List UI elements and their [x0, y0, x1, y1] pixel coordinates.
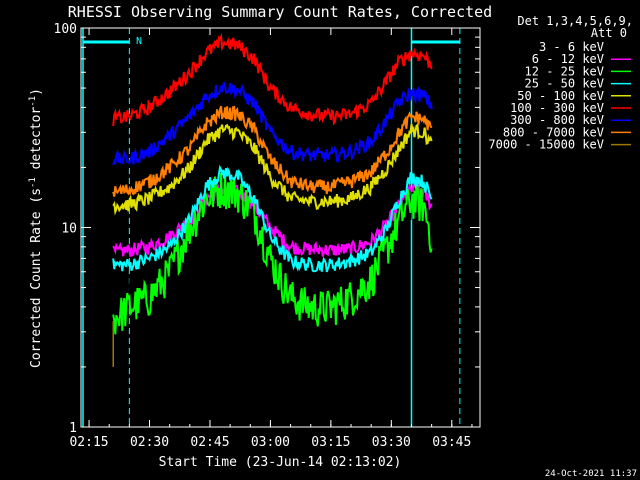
y-axis: 1 10 100: [54, 22, 480, 436]
legend-label: 100 - 300 keV: [510, 101, 604, 115]
y-label-mid: detector: [29, 107, 44, 178]
y-label-sup2: -1: [28, 96, 38, 107]
night-marker-label: N: [136, 36, 142, 47]
y-tick-label: 10: [61, 222, 77, 237]
legend-label: 25 - 50 keV: [525, 77, 604, 91]
y-tick-label: 1: [69, 421, 77, 436]
x-tick-label: 03:00: [251, 435, 290, 450]
series-3-trace: [112, 164, 433, 273]
y-label-end: ): [29, 88, 44, 96]
x-tick-label: 03:30: [372, 435, 411, 450]
legend-label: 300 - 800 keV: [510, 113, 604, 127]
x-tick-label: 02:30: [130, 435, 169, 450]
chart-title: RHESSI Observing Summary Count Rates, Co…: [68, 3, 492, 21]
series-1-trace: [112, 181, 433, 257]
y-tick-label: 100: [54, 22, 77, 37]
legend-detectors: Det 1,3,4,5,6,9,: [517, 14, 633, 28]
y-label-main: Corrected Count Rate (s: [29, 188, 44, 368]
y-axis-label: Corrected Count Rate (s-1 detector-1): [28, 88, 44, 368]
x-axis-label: Start Time (23-Jun-14 02:13:02): [159, 455, 402, 470]
series-4-trace: [112, 122, 433, 216]
legend-label: 50 - 100 keV: [517, 89, 604, 103]
legend-label: 800 - 7000 keV: [503, 125, 604, 139]
legend-label: 6 - 12 keV: [532, 52, 604, 66]
y-label-sup1: -1: [28, 177, 38, 188]
legend-attenuator: Att 0: [591, 26, 627, 40]
legend-label: 3 - 6 keV: [539, 40, 604, 54]
legend-label: 12 - 25 keV: [525, 64, 604, 78]
series-5-trace: [112, 32, 433, 127]
series-2-trace: [112, 172, 433, 335]
series-group: [112, 32, 433, 367]
x-tick-label: 02:45: [190, 435, 229, 450]
legend-label: 7000 - 15000 keV: [488, 138, 604, 152]
series-7-trace: [112, 105, 433, 197]
timestamp: 24-Oct-2021 11:37: [545, 469, 637, 479]
x-tick-label: 02:15: [69, 435, 108, 450]
series-6-trace: [112, 82, 433, 166]
x-axis: 02:15 02:30 02:45 03:00 03:15 03:30 03:45: [69, 28, 473, 450]
x-tick-label: 03:45: [432, 435, 471, 450]
x-tick-label: 03:15: [311, 435, 350, 450]
